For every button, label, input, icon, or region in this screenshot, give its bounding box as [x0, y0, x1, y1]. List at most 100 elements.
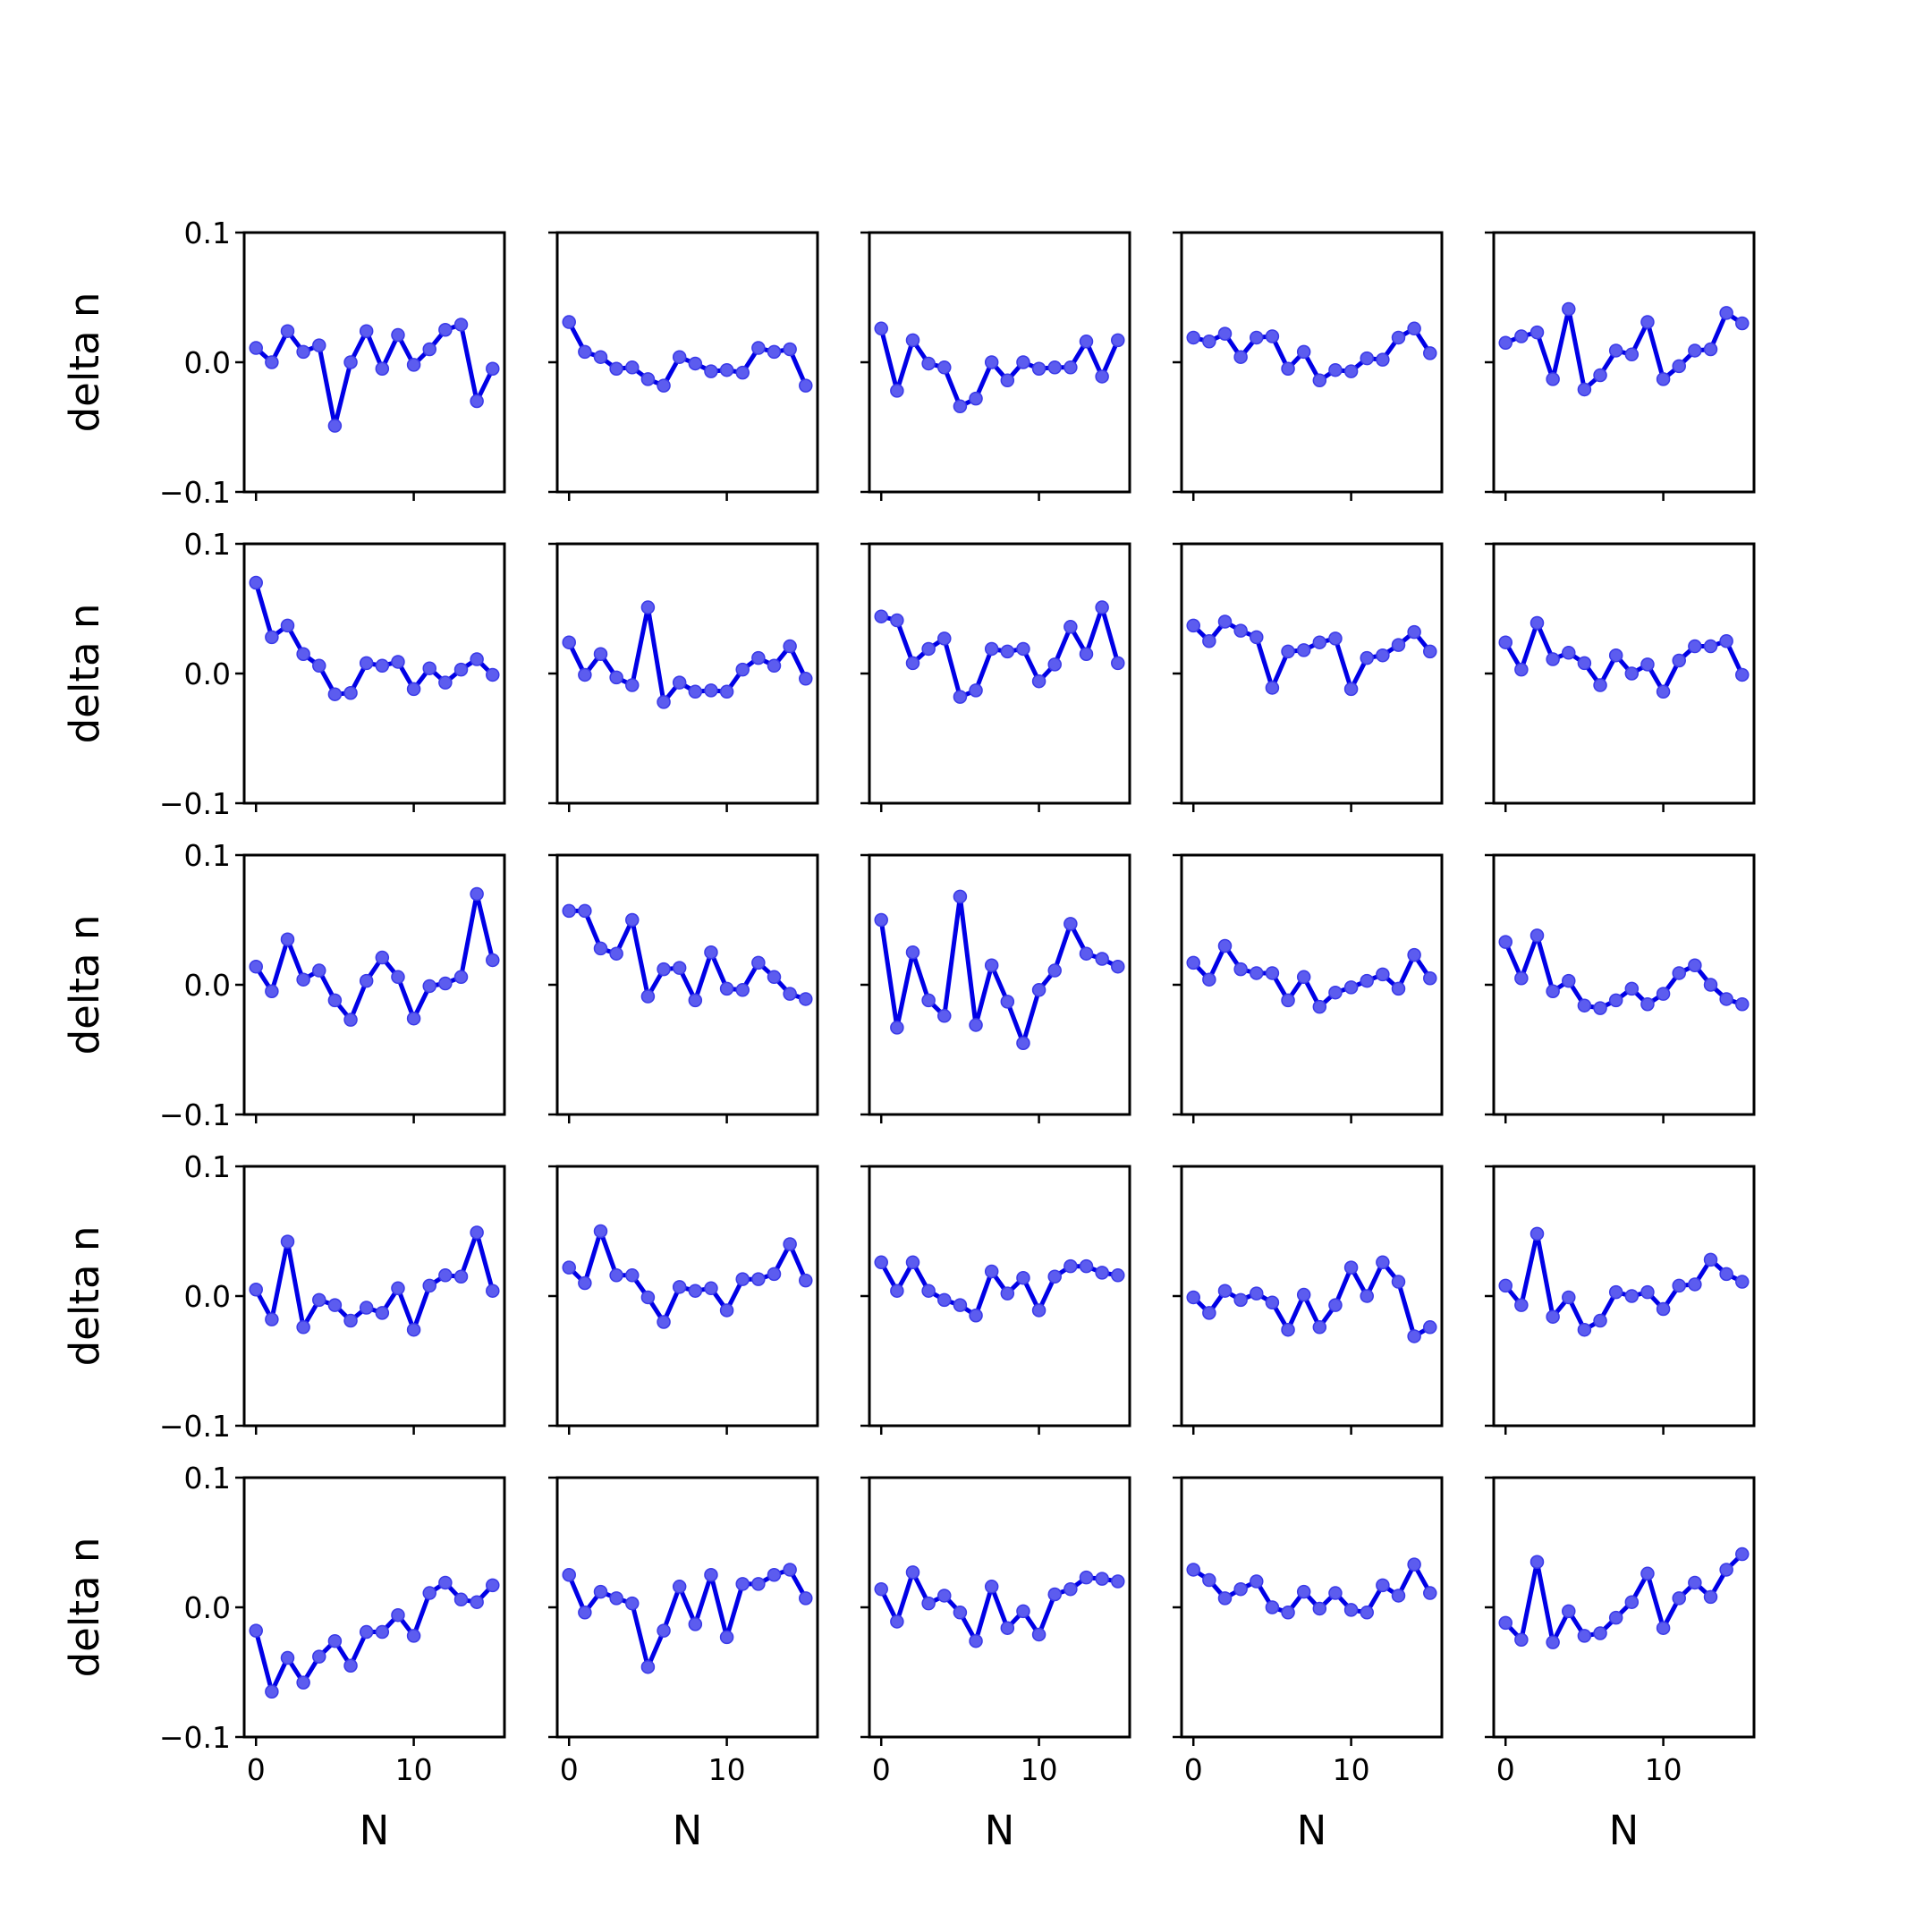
data-point [1735, 316, 1750, 331]
data-point [1233, 962, 1248, 977]
y-tick-label: 0.1 [184, 838, 231, 873]
axes-frame [1180, 853, 1444, 1116]
series-line [566, 1567, 809, 1670]
data-point [375, 1624, 390, 1640]
data-point [1063, 360, 1078, 375]
data-point [969, 683, 983, 698]
data-point [1095, 1572, 1109, 1586]
data-point [375, 658, 390, 674]
data-point [375, 950, 390, 965]
data-point [609, 361, 623, 376]
series-line [1503, 1552, 1745, 1645]
data-point [1296, 643, 1311, 657]
series-line [253, 580, 496, 697]
data-point [767, 970, 782, 985]
data-point [890, 1284, 904, 1298]
data-point [1202, 1306, 1216, 1320]
data-point [1608, 648, 1623, 663]
axes-frame [242, 231, 506, 494]
data-point [438, 976, 453, 991]
x-tick-label: 10 [1021, 1752, 1058, 1787]
data-point [1328, 631, 1343, 646]
data-point [1423, 1320, 1437, 1335]
y-tick-label: −0.1 [159, 1409, 231, 1444]
subplot-r5-c4: 0 10N [1173, 1476, 1444, 1854]
y-tick-label: −0.1 [159, 1720, 231, 1755]
data-point [1016, 641, 1030, 657]
data-point [953, 1298, 968, 1312]
data-point [1063, 1258, 1078, 1274]
data-point [1376, 1578, 1390, 1593]
data-point [874, 1255, 888, 1270]
data-point [1265, 329, 1280, 343]
data-point [1217, 1591, 1233, 1606]
subplot-r3-c5 [1485, 853, 1756, 1123]
data-point [422, 979, 436, 994]
data-point [1031, 983, 1046, 997]
data-point [1640, 657, 1655, 672]
data-point [562, 903, 576, 919]
subplot-r1-c5 [1485, 231, 1756, 501]
data-point [593, 647, 608, 661]
subplot-r4-c4 [1173, 1165, 1444, 1435]
y-tick-label: −0.1 [159, 1097, 231, 1132]
data-point [359, 973, 374, 988]
data-point [453, 1592, 469, 1607]
data-point [1546, 1309, 1560, 1324]
x-axis-label: N [1609, 1807, 1640, 1854]
data-point [1016, 355, 1030, 369]
data-point [1624, 1595, 1640, 1609]
data-point [937, 1589, 952, 1603]
data-point [1577, 998, 1592, 1013]
subplot-r2-c2 [548, 542, 819, 812]
data-point [1423, 1586, 1437, 1600]
data-point [657, 1623, 671, 1638]
series-line [878, 605, 1121, 699]
data-point [1624, 666, 1640, 681]
data-point [704, 1281, 718, 1296]
axes-frame [1180, 231, 1444, 494]
data-point [704, 364, 718, 378]
data-point [609, 1591, 623, 1606]
data-point [453, 662, 469, 677]
series-line [878, 1570, 1121, 1644]
data-point [1250, 1574, 1264, 1589]
data-point [1296, 1584, 1311, 1599]
data-point [453, 318, 469, 332]
data-point [1047, 1269, 1062, 1284]
data-point [1703, 978, 1718, 992]
data-point [249, 341, 263, 355]
data-point [767, 1568, 782, 1582]
data-point [921, 641, 936, 657]
data-point [1514, 662, 1529, 677]
data-point [625, 678, 640, 692]
data-point [1530, 615, 1545, 631]
data-point [1186, 1563, 1200, 1577]
data-point [1593, 678, 1607, 692]
data-point [453, 1269, 469, 1284]
data-point [735, 662, 750, 677]
series-line [878, 894, 1121, 1046]
data-point [799, 378, 813, 393]
data-point [343, 355, 358, 369]
data-point [1047, 657, 1062, 672]
data-point [799, 672, 813, 686]
data-point [280, 618, 295, 633]
data-point [1577, 1322, 1592, 1337]
data-point [704, 683, 718, 698]
subplot-r4-c3 [860, 1165, 1131, 1435]
data-point [953, 690, 968, 704]
data-point [688, 1284, 703, 1298]
data-point [1202, 634, 1216, 648]
data-point [1546, 372, 1560, 386]
data-point [312, 1649, 326, 1664]
series-line [1503, 307, 1745, 392]
data-point [1186, 618, 1200, 633]
data-point [672, 350, 687, 364]
data-point [799, 1591, 813, 1606]
data-point [391, 1607, 405, 1623]
data-point [1703, 342, 1718, 357]
data-point [1265, 1600, 1280, 1614]
series-line [253, 892, 496, 1022]
